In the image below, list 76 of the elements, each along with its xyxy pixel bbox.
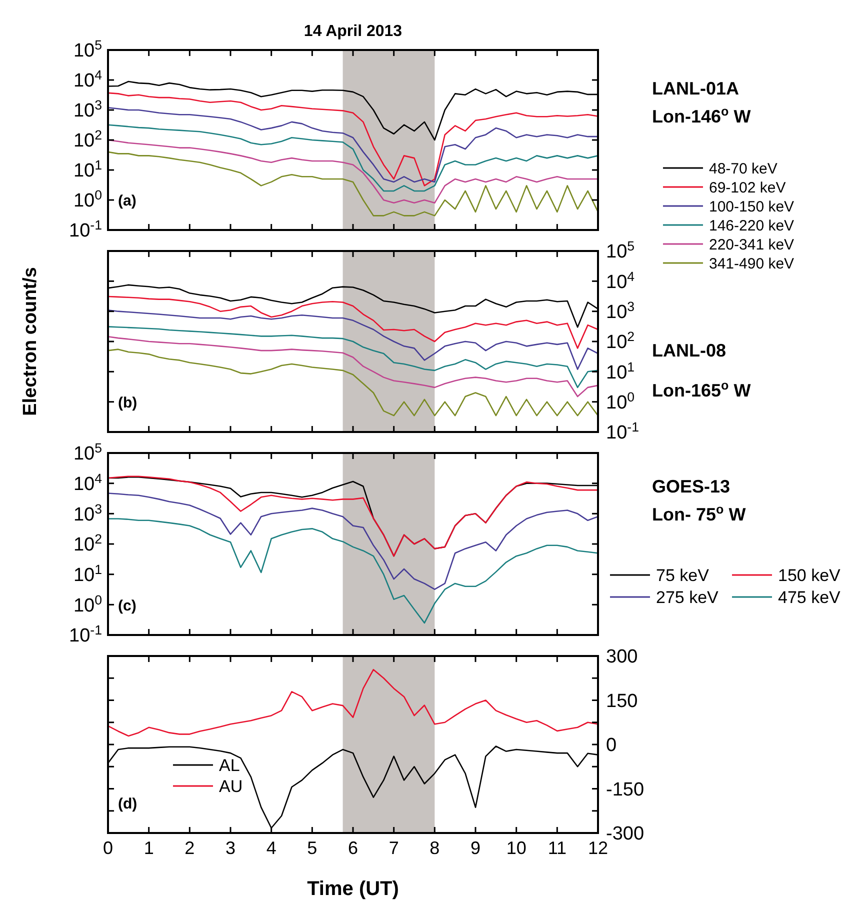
legend-label: 75 keV [656, 566, 710, 585]
legend-label: AL [219, 756, 240, 775]
y2-tick-label: 10$^{0}$ [606, 388, 635, 414]
legend-label: 146-220 keV [709, 217, 794, 234]
y-tick-label: 10$^{-1}$ [69, 622, 102, 647]
line-series [108, 124, 598, 192]
x-tick-label: 10 [506, 838, 526, 858]
legend-label: 150 keV [778, 566, 842, 585]
x-tick-label: 11 [548, 838, 567, 858]
y2-tick-label: 300 [606, 646, 638, 668]
y-tick-label: 10$^{4}$ [73, 470, 102, 495]
line-series [108, 668, 598, 737]
annotation: (d) [118, 795, 138, 812]
annotation: (b) [118, 394, 138, 412]
x-tick-label: 8 [430, 838, 440, 858]
x-tick-label: 6 [348, 838, 358, 858]
y2-tick-label: -150 [606, 779, 644, 800]
line-series [108, 336, 598, 398]
x-tick-label: 1 [144, 838, 154, 858]
x-tick-label: 3 [225, 838, 236, 858]
y-tick-label: 10$^{3}$ [73, 500, 102, 526]
y-tick-label: 10$^{5}$ [73, 37, 102, 62]
text: Lon- 75$^{o}$ W [652, 502, 746, 524]
line-series [108, 518, 598, 624]
y-tick-label: 10$^{2}$ [73, 531, 102, 556]
y-tick-label: 10$^{0}$ [73, 187, 102, 212]
text: GOES-13 [652, 476, 730, 496]
y2-tick-label: 0 [606, 735, 617, 756]
y2-tick-label: -300 [606, 824, 644, 845]
y2-tick-label: 10$^{5}$ [606, 238, 635, 263]
line-series [108, 326, 598, 388]
y2-tick-label: 10$^{1}$ [606, 358, 635, 384]
chart-title: 14 April 2013 [304, 23, 402, 40]
annotation: (a) [118, 192, 136, 210]
line-series [108, 296, 598, 349]
y-tick-label: 10$^{1}$ [73, 561, 102, 586]
legend-label: 220-341 keV [709, 236, 794, 254]
y2-tick-label: 10$^{3}$ [606, 298, 635, 323]
y-tick-label: 10$^{4}$ [73, 67, 102, 92]
legend-label: 69-102 keV [709, 179, 786, 196]
legend-label: AU [219, 776, 243, 796]
y-tick-label: 10$^{2}$ [73, 127, 102, 152]
legend-label: 475 keV [778, 588, 842, 607]
line-series [108, 106, 598, 183]
y-tick-label: 10$^{1}$ [73, 157, 102, 182]
legend-label: 275 keV [656, 588, 720, 607]
line-series [108, 151, 598, 216]
x-tick-label: 12 [588, 838, 608, 858]
y-tick-label: 10$^{5}$ [73, 440, 102, 465]
y-tick-label: 10$^{-1}$ [69, 217, 102, 242]
legend-label: 48-70 keV [709, 160, 778, 178]
text: LANL-08 [652, 340, 726, 360]
text: LANL-01A [652, 78, 740, 98]
x-tick-label: 0 [102, 838, 114, 858]
annotation: (c) [118, 597, 136, 614]
y2-tick-label: 10$^{-1}$ [606, 419, 639, 444]
y2-tick-label: 10$^{2}$ [606, 328, 635, 354]
text: Lon-165$^{o}$ W [652, 378, 751, 400]
y-tick-label: 10$^{0}$ [73, 592, 102, 616]
x-tick-label: 4 [266, 838, 276, 858]
x-tick-label: 2 [184, 838, 195, 858]
line-series [108, 92, 598, 186]
y-tick-label: 10$^{3}$ [73, 97, 102, 122]
x-tick-label: 7 [388, 838, 399, 858]
legend-label: 341-490 keV [709, 255, 794, 272]
x-tick-label: 9 [470, 838, 481, 858]
y2-tick-label: 10$^{4}$ [606, 268, 635, 293]
y2-tick-label: 150 [606, 690, 638, 712]
line-series [108, 492, 598, 590]
x-axis-title: Time (UT) [307, 878, 399, 900]
text: Lon-146$^{o}$ W [652, 104, 751, 126]
y-axis-title: Electron count/s [20, 267, 41, 416]
line-series [108, 309, 598, 370]
x-tick-label: 5 [307, 838, 318, 858]
legend-label: 100-150 keV [709, 198, 794, 216]
line-series [108, 348, 598, 416]
